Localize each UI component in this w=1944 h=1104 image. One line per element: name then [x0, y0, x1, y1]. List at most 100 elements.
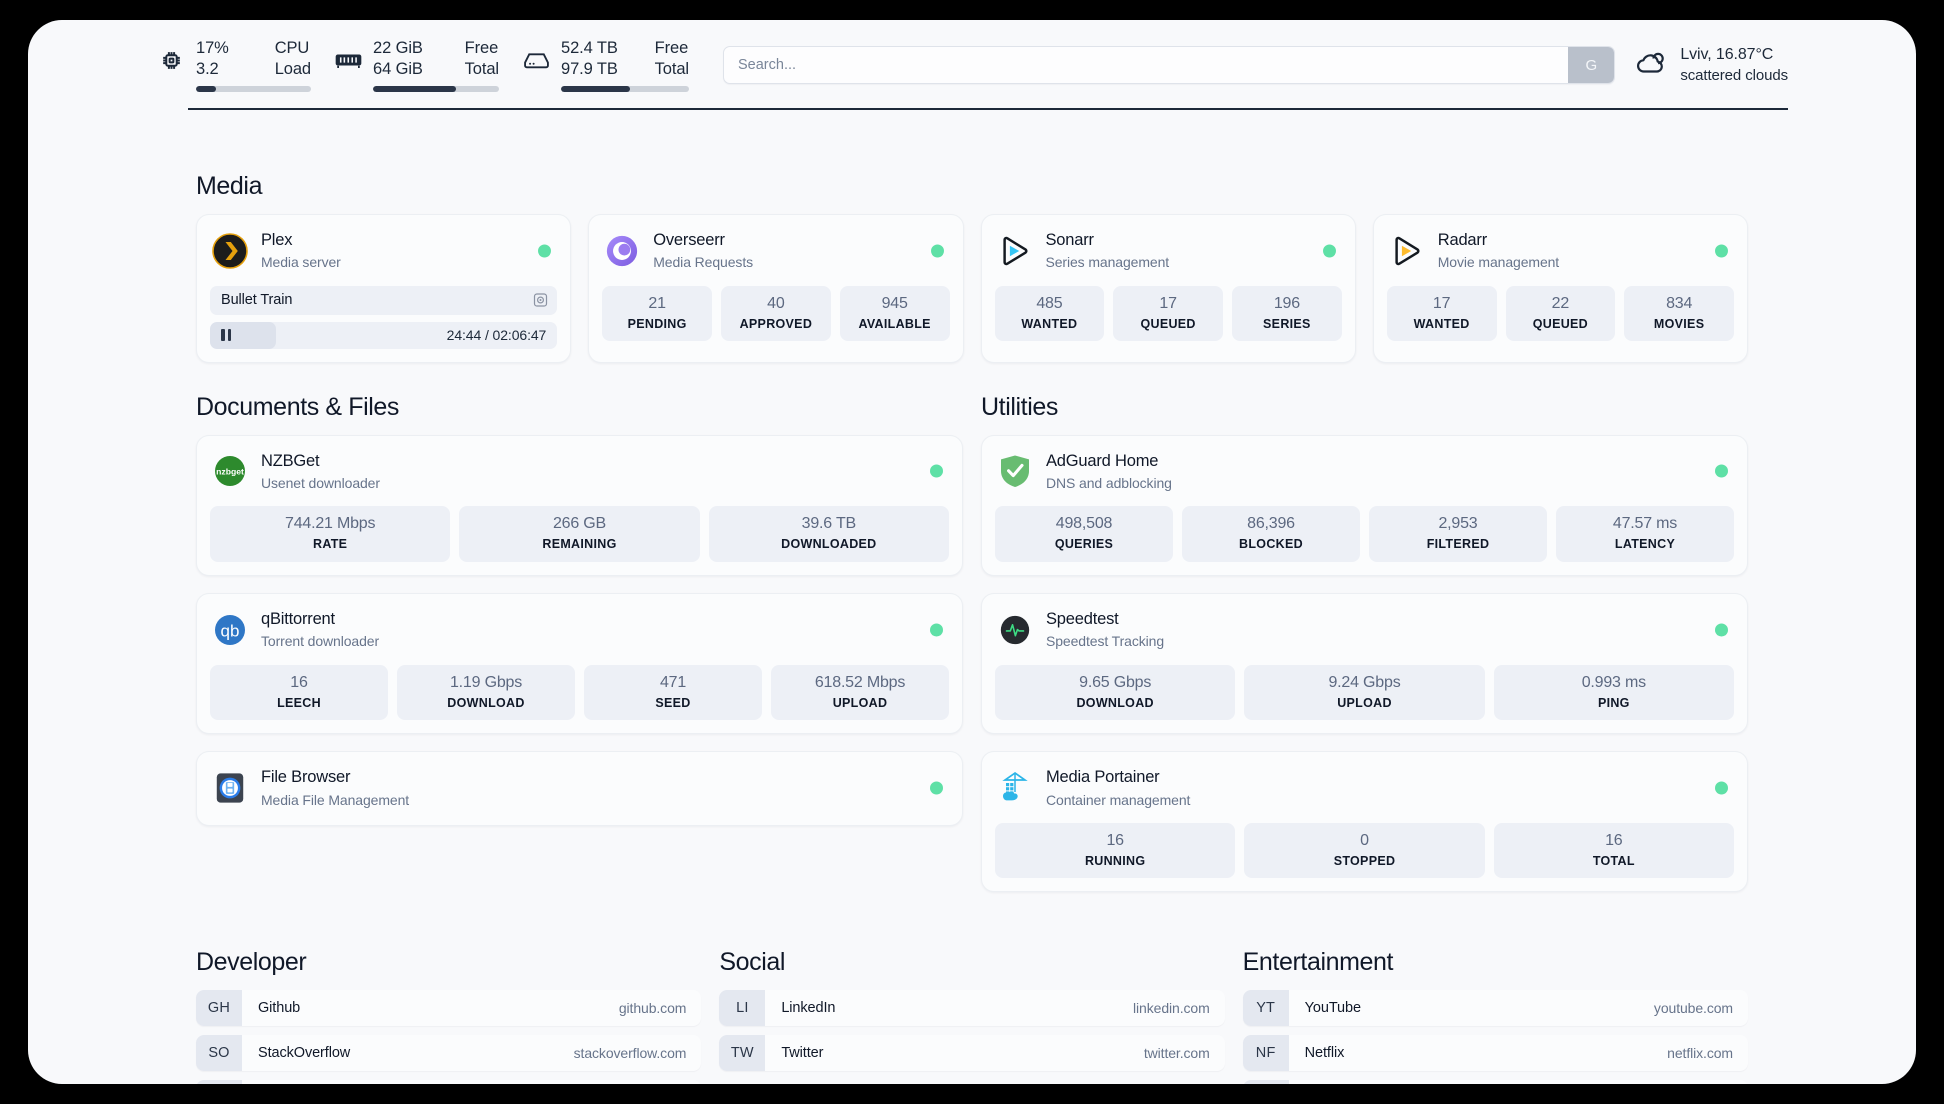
- stat-value: 0: [1360, 831, 1369, 849]
- service-card-speedtest[interactable]: Speedtest Speedtest Tracking 9.65 Gbps D…: [981, 592, 1748, 735]
- stat-label: WANTED: [1413, 316, 1470, 331]
- weather-widget: Lviv, 16.87°C scattered clouds: [1633, 44, 1788, 86]
- service-desc: Series management: [1045, 254, 1170, 271]
- service-card-sonarr[interactable]: Sonarr Series management 485 WANTED 17 Q…: [980, 214, 1356, 363]
- search-box[interactable]: G: [723, 46, 1616, 84]
- service-desc: Movie management: [1437, 254, 1560, 271]
- stat-tile: 498,508 QUERIES: [995, 506, 1173, 562]
- service-name: AdGuard Home: [1046, 451, 1159, 470]
- bookmark-label: LinkedIn: [781, 1000, 836, 1017]
- status-badge: [1715, 244, 1728, 258]
- stat-tile: 196 SERIES: [1232, 285, 1342, 342]
- stat-value: 47.57 ms: [1612, 515, 1678, 533]
- stat-value: 22: [1551, 294, 1570, 312]
- service-card-plex[interactable]: Plex Media server Bullet Train: [196, 214, 572, 363]
- service-stats: 485 WANTED 17 QUEUED 196 SERIES: [994, 285, 1342, 342]
- stat-tile: 834 MOVIES: [1624, 285, 1734, 342]
- documents-section: Documents & Files nzbget NZBGet Usenet d: [196, 393, 963, 893]
- service-desc: Speedtest Tracking: [1046, 633, 1165, 650]
- status-badge: [930, 623, 943, 637]
- stat-value: 498,508: [1055, 515, 1113, 533]
- pause-icon[interactable]: [221, 329, 231, 342]
- service-card-qbittorrent[interactable]: qb qBittorrent Torrent downloader 16 LEE…: [196, 592, 963, 735]
- service-name: Sonarr: [1045, 231, 1095, 249]
- service-name: Radarr: [1437, 231, 1487, 249]
- weather-location-temp: Lviv, 16.87°C: [1680, 46, 1774, 64]
- stat-value: 618.52 Mbps: [814, 673, 906, 691]
- bookmark-item[interactable]: LI LinkedIn linkedin.com: [719, 990, 1225, 1027]
- plex-progress-bar[interactable]: 24:44 / 02:06:47: [210, 321, 558, 349]
- service-card-overseerr[interactable]: Overseerr Media Requests 21 PENDING 40 A…: [588, 214, 964, 363]
- service-stats: 9.65 Gbps DOWNLOAD 9.24 Gbps UPLOAD 0.99…: [995, 664, 1734, 721]
- stat-tile: 22 QUEUED: [1505, 285, 1616, 342]
- stat-label: APPROVED: [739, 316, 813, 331]
- service-card-radarr[interactable]: Radarr Movie management 17 WANTED 22 QUE…: [1372, 214, 1748, 363]
- service-name: NZBGet: [261, 451, 320, 470]
- service-card-media-portainer[interactable]: Media Portainer Container management 16 …: [981, 751, 1748, 893]
- stat-value: 16: [1106, 831, 1124, 849]
- bookmark-item[interactable]: RE Reddit reddit.com: [1242, 1080, 1748, 1084]
- bookmark-item[interactable]: YT YouTube youtube.com: [1242, 990, 1748, 1027]
- bookmark-item[interactable]: NF Netflix netflix.com: [1242, 1035, 1748, 1072]
- search-submit-button[interactable]: G: [1568, 47, 1615, 83]
- stat-label: DOWNLOAD: [1076, 695, 1154, 710]
- stat-label: QUEUED: [1140, 316, 1196, 331]
- bookmarks-area: Developer GH Github github.com SO StackO…: [196, 948, 1748, 1084]
- stat-label: RUNNING: [1084, 853, 1146, 868]
- service-card-nzbget[interactable]: nzbget NZBGet Usenet downloader 744.21 M…: [196, 434, 963, 576]
- system-stat-cpu: 17% 3.2 CPU Load: [156, 38, 311, 92]
- bookmark-abbr: LI: [719, 990, 766, 1027]
- bookmark-item[interactable]: SO StackOverflow stackoverflow.com: [196, 1035, 702, 1072]
- service-stats: 21 PENDING 40 APPROVED 945 AVAILABLE: [602, 285, 950, 342]
- service-stats: 16 LEECH 1.19 Gbps DOWNLOAD 471 SEED 6: [210, 664, 949, 721]
- memory-label-top: Free: [464, 39, 499, 58]
- service-desc: Torrent downloader: [261, 633, 380, 650]
- bookmark-group-social: Social LI LinkedIn linkedin.com TW Twitt…: [719, 948, 1225, 1084]
- cloud-icon: [1633, 48, 1669, 83]
- radarr-icon: [1389, 233, 1425, 269]
- stat-label: STOPPED: [1333, 853, 1396, 868]
- plex-now-playing-title: Bullet Train: [221, 292, 293, 309]
- bookmark-item[interactable]: DT DEV dev.to: [196, 1080, 702, 1084]
- bookmark-url: github.com: [618, 1000, 687, 1017]
- bookmark-label: Netflix: [1304, 1045, 1345, 1062]
- bookmark-item[interactable]: GH Github github.com: [196, 990, 702, 1027]
- stat-tile: 9.24 Gbps UPLOAD: [1244, 664, 1485, 721]
- qbittorrent-icon: qb: [212, 612, 248, 648]
- stat-label: SEED: [655, 695, 691, 710]
- service-card-adguard-home[interactable]: AdGuard Home DNS and adblocking 498,508 …: [981, 434, 1748, 576]
- service-stats: 16 RUNNING 0 STOPPED 16 TOTAL: [995, 822, 1734, 879]
- bookmark-url: linkedin.com: [1133, 1000, 1210, 1017]
- service-name: Media Portainer: [1046, 768, 1160, 787]
- search-container: G: [723, 46, 1616, 84]
- memory-usage-bar: [373, 85, 499, 92]
- bookmark-abbr: GH: [196, 990, 242, 1027]
- bookmark-group-title: Developer: [196, 948, 307, 977]
- stat-tile: 0.993 ms PING: [1493, 664, 1734, 721]
- stat-label: BLOCKED: [1239, 537, 1303, 552]
- memory-free-value: 22 GiB: [373, 39, 423, 58]
- adguard-icon: [997, 453, 1033, 489]
- plex-progress-fill: [210, 321, 276, 349]
- service-card-file-browser[interactable]: File Browser Media File Management: [196, 751, 963, 826]
- stat-tile: 40 APPROVED: [721, 285, 831, 342]
- stat-tile: 266 GB REMAINING: [459, 506, 700, 562]
- bookmark-url: stackoverflow.com: [573, 1045, 687, 1062]
- disk-total-value: 97.9 TB: [561, 60, 618, 78]
- service-name: File Browser: [261, 768, 351, 787]
- cpu-usage-bar: [196, 85, 311, 92]
- stat-tile: 744.21 Mbps RATE: [210, 506, 451, 562]
- bookmark-item[interactable]: TW Twitter twitter.com: [719, 1035, 1225, 1072]
- cpu-label-bottom: Load: [274, 60, 311, 78]
- stat-label: AVAILABLE: [858, 316, 931, 331]
- cpu-usage-value: 17%: [196, 39, 229, 58]
- cast-icon[interactable]: [533, 293, 548, 308]
- stat-label: LEECH: [277, 695, 321, 710]
- bookmark-label: StackOverflow: [258, 1045, 351, 1062]
- stat-value: 2,953: [1438, 515, 1478, 533]
- status-badge: [1715, 464, 1728, 478]
- search-input[interactable]: [724, 47, 1569, 83]
- stat-tile: 485 WANTED: [994, 285, 1105, 342]
- service-stats: 744.21 Mbps RATE 266 GB REMAINING 39.6 T…: [210, 506, 949, 562]
- bookmark-label: YouTube: [1304, 1000, 1361, 1017]
